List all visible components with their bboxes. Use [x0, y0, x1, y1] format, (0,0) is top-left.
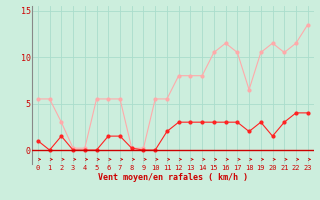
X-axis label: Vent moyen/en rafales ( km/h ): Vent moyen/en rafales ( km/h ): [98, 173, 248, 182]
